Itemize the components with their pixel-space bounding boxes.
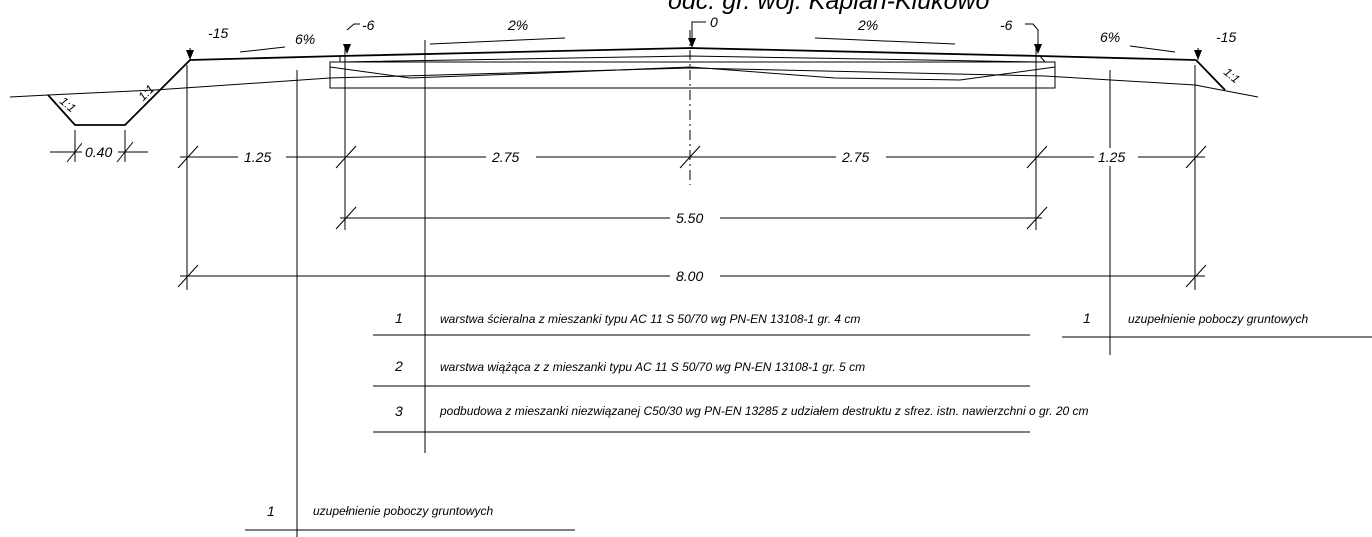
pavement-layer-1-right-end	[1039, 55, 1046, 63]
terrain-line	[9, 67, 1259, 98]
road-surface	[339, 47, 1041, 57]
main-dim-tick-3	[679, 145, 701, 169]
dim-right-shoulder-bg	[1094, 148, 1138, 166]
left-shoulder-description: uzupełnienie poboczy gruntowych	[313, 504, 493, 518]
right-shoulder-description: uzupełnienie poboczy gruntowych	[1128, 312, 1308, 326]
dim-left-shoulder: 1.25	[244, 149, 271, 165]
right-ditch-edge-elevation: -15	[1216, 29, 1236, 45]
axis-marker	[691, 21, 706, 40]
dim-left-shoulder-bg	[238, 148, 286, 166]
left-lane-edge-marker	[346, 23, 360, 31]
axis-arrow	[688, 38, 696, 48]
layer-3-description: podbudowa z mieszanki niezwiązanej C50/3…	[439, 404, 1089, 418]
dim-carriageway: 5.50	[676, 210, 703, 226]
left-ditch-edge-arrow	[186, 50, 194, 60]
layer-2-description: warstwa wiążąca z z mieszanki typu AC 11…	[440, 360, 865, 374]
total-dim-tick-left	[177, 264, 199, 288]
carriageway-dim-bg	[670, 209, 720, 227]
right-lane-slope: 2%	[857, 17, 878, 33]
carriageway-dim-tick-right	[1026, 206, 1048, 230]
right-lane-edge-marker	[1025, 23, 1039, 52]
left-lane-slope-arrow	[429, 37, 566, 45]
left-shoulder-number: 1	[267, 503, 275, 519]
left-ditch-outer-slope: 1:1	[135, 82, 157, 104]
layer-1-description: warstwa ścieralna z mieszanki typu AC 11…	[440, 312, 860, 326]
dim-total: 8.00	[676, 268, 703, 284]
main-dim-tick-2	[335, 145, 357, 169]
right-ditch-edge-arrow	[1194, 50, 1202, 60]
left-shoulder-surface	[189, 55, 341, 61]
right-shoulder-slope: 6%	[1100, 29, 1120, 45]
left-ditch-edge-elevation: -15	[208, 25, 228, 41]
dim-right-lane: 2.75	[841, 149, 869, 165]
ditch-dim-tick-right	[116, 141, 134, 163]
main-dim-tick-4	[1026, 145, 1048, 169]
right-lane-slope-arrow	[814, 37, 956, 45]
carriageway-dim-tick-left	[335, 206, 357, 230]
right-shoulder-surface	[1039, 55, 1197, 61]
right-ditch-slope-label: 1:1	[1221, 65, 1243, 86]
right-ditch-slope	[1195, 59, 1226, 91]
section-title: odc. gr. woj. Kaplan-Klukowo	[668, 0, 990, 15]
left-lane-edge-elevation: -6	[362, 17, 375, 33]
left-ditch-inner-slope: 1:1	[57, 94, 79, 115]
left-shoulder-slope: 6%	[295, 31, 315, 47]
right-lane-edge-arrow	[1034, 44, 1042, 54]
right-lane-edge-elevation: -6	[1000, 17, 1013, 33]
axis-elevation: 0	[710, 14, 718, 30]
main-dim-tick-1	[177, 145, 199, 169]
left-ditch	[47, 59, 191, 126]
pavement-base-zigzag	[329, 66, 1056, 81]
layer-1-number: 1	[395, 310, 403, 326]
left-shoulder-slope-arrow	[239, 46, 286, 53]
pavement-base-box	[329, 61, 1056, 89]
dim-left-lane-bg	[486, 148, 536, 166]
dim-right-lane-bg	[836, 148, 886, 166]
right-shoulder-slope-arrow	[1129, 45, 1176, 53]
ditch-dim-tick-left	[66, 141, 84, 163]
layer-3-number: 3	[395, 403, 403, 419]
layer-2-number: 2	[394, 358, 403, 374]
ditch-bottom-dimension: 0.40	[85, 144, 112, 160]
main-dim-tick-5	[1185, 145, 1207, 169]
left-lane-edge-arrow	[343, 44, 351, 54]
dim-right-shoulder: 1.25	[1098, 149, 1125, 165]
total-dim-bg	[670, 267, 720, 285]
right-shoulder-number: 1	[1083, 310, 1091, 326]
left-lane-slope: 2%	[507, 17, 528, 33]
dim-left-lane: 2.75	[491, 149, 519, 165]
ditch-dim-label-bg	[82, 142, 118, 160]
total-dim-tick-right	[1185, 264, 1207, 288]
